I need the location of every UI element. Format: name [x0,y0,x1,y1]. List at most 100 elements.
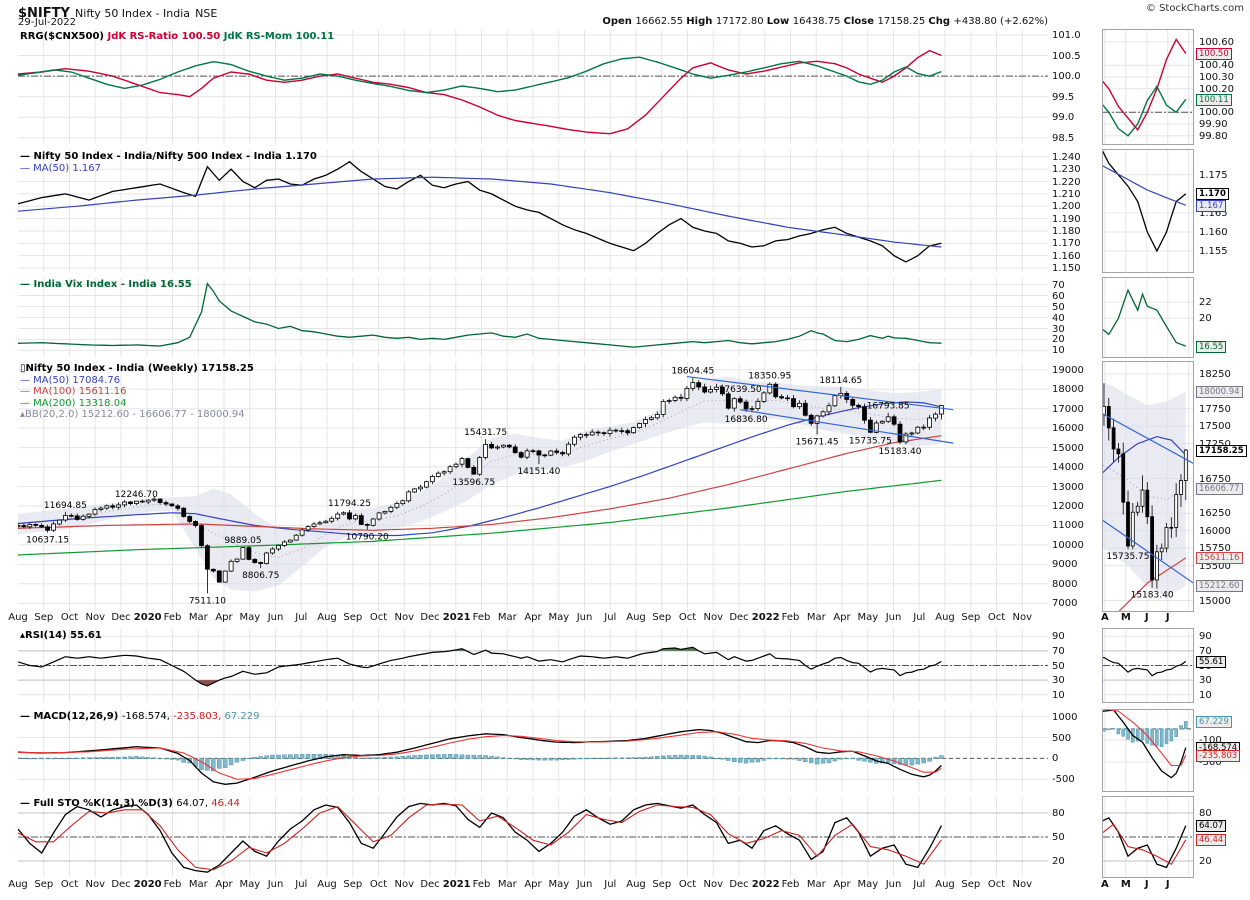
x-axis-label: Apr [524,612,542,623]
mini-y-axis-label: 18250 [1199,368,1231,380]
x-axis-label: Jul [295,879,308,890]
pivot-price-label: 16793.85 [867,402,910,412]
x-axis-label: Sep [961,879,981,890]
mini-y-axis-label: 1.155 [1199,246,1228,257]
mini-y-axis-label: 15000 [1199,595,1231,607]
pivot-price-label: 14151.40 [517,467,560,477]
value-callout: 1.170 [1196,188,1229,201]
pivot-price-label: 15671.45 [796,438,839,448]
legend-text: — MACD(12,26,9) [20,711,122,722]
x-axis-label: Aug [317,879,337,890]
x-axis-label: Feb [163,879,182,890]
y-axis-label: 1.210 [1052,188,1081,200]
y-axis-label: 1.230 [1052,164,1081,176]
pivot-price-label: 13596.75 [452,478,495,488]
y-axis-label: 101.0 [1052,29,1081,41]
mini-x-axis-label: M [1120,879,1131,890]
x-axis-label: Oct [60,612,79,623]
x-axis-label: Jul [913,612,926,623]
pivot-price-label: 18114.65 [819,376,862,386]
mini-y-axis-label: 70 [1199,645,1212,657]
mini-y-axis-label: 1.175 [1199,169,1228,181]
mini-y-axis-label: 22 [1199,297,1212,309]
y-axis-label: 18000 [1052,384,1084,396]
x-axis-label: Dec [420,612,440,623]
main-mini-plot: 15735.75 15183.40 [1102,361,1194,612]
pivot-price-label: 11694.85 [44,501,87,511]
quote-label: Open [602,16,636,27]
y-axis-label: 14000 [1052,462,1084,473]
mini-y-axis-label: 17750 [1199,403,1231,415]
x-axis-label: Mar [497,879,517,890]
value-callout: 18000.94 [1196,385,1243,398]
value-callout: 16.55 [1196,340,1227,353]
x-axis-label: Jul [604,879,617,890]
y-axis-label: 1.200 [1052,201,1081,213]
x-axis-label: Oct [369,612,388,623]
mini-y-axis-label: 20 [1199,313,1212,325]
y-axis-label: 12000 [1052,501,1084,512]
x-axis-label: Sep [34,612,54,623]
x-axis-label: Nov [394,879,415,890]
x-axis-label: Mar [188,612,208,623]
y-axis-label: 8000 [1052,578,1078,590]
x-axis-label: Sep [343,879,363,890]
legend-text: — MA(200) 13318.04 [20,397,127,409]
x-axis-label: Jul [913,879,926,890]
y-axis-label: 1.160 [1052,250,1081,262]
mini-x-axis-label: J [1144,879,1149,890]
x-axis-label: Dec [729,879,749,890]
x-axis-label: Sep [652,612,672,623]
x-axis-label: Mar [497,612,517,623]
y-axis-label: 20 [1052,856,1065,867]
mini-y-axis-label: -300 [1199,757,1222,769]
ratio-mini-plot [1102,149,1194,273]
mini-y-axis-label: 15750 [1199,543,1231,555]
x-axis-label: Dec [111,612,131,623]
x-axis-label: Nov [85,879,106,890]
y-axis-label: 98.5 [1052,132,1075,144]
pivot-price-label: 10790.20 [346,532,389,542]
mini-y-axis-label: 90 [1199,631,1212,643]
y-axis-label: 99.5 [1052,91,1075,103]
value-callout: 100.50 [1196,48,1232,60]
main-plot: 10637.15 11694.85 12246.70 7511.10 9889.05 88… [18,362,1048,611]
quote-label: Chg [928,16,954,27]
x-axis-label: May [548,879,570,890]
legend-text: -235.803, [173,711,225,722]
y-axis-label: 500 [1052,732,1072,744]
x-axis-label: Apr [833,612,851,623]
legend-text: -168.574, [121,711,174,722]
x-axis-label: 2020 [133,612,162,623]
value-callout: 67.229 [1196,715,1232,728]
x-axis-label: Feb [472,879,491,890]
x-axis-label: Feb [781,879,800,890]
x-axis-label: 2021 [442,612,471,623]
x-axis-label: Sep [652,879,672,890]
y-axis-label: 50 [1052,832,1065,843]
chart-title: $NIFTY Nifty 50 Index - India NSE [18,2,217,21]
rrg-plot [18,30,1048,144]
pivot-price-label: 15183.40 [879,447,922,457]
x-axis-label: Sep [343,612,363,623]
x-axis-label: Oct [987,612,1006,623]
x-axis-label: 2020 [133,879,162,890]
y-axis-label: 1.190 [1052,213,1081,225]
x-axis-label: Feb [163,612,182,623]
x-axis-label: Aug [935,612,955,623]
x-axis-label: Dec [111,879,131,890]
mini-y-axis-label: 17500 [1199,421,1231,433]
mini-y-axis-label: 1.160 [1199,227,1228,238]
quote-value: 17158.25 [877,16,929,27]
x-axis-label: Nov [703,612,724,623]
x-axis-label: Oct [369,879,388,890]
y-axis-label: 17000 [1052,403,1084,415]
x-axis-label: Feb [781,612,800,623]
y-axis-label: 9000 [1052,559,1078,571]
x-axis-label: Aug [626,879,646,890]
macd-mini-plot [1102,709,1194,792]
pivot-price-label: 18604.45 [671,366,714,376]
y-axis-label: 0 [1052,753,1059,765]
copyright-link[interactable]: © StockCharts.com [1145,3,1244,14]
